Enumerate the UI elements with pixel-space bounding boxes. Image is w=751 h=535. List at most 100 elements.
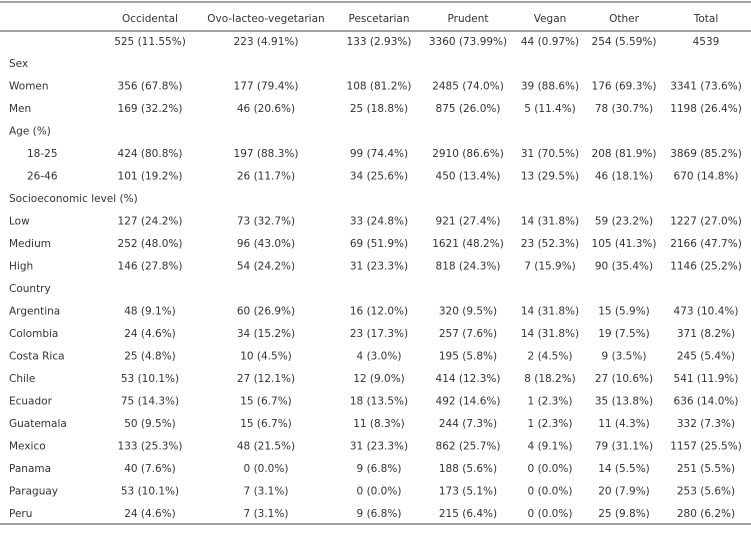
- row-label: Low: [9, 216, 30, 228]
- cell: 414 (12.3%): [436, 373, 501, 385]
- row-label: Argentina: [9, 306, 60, 318]
- row-label: 26-46: [27, 171, 58, 183]
- cell: 18 (13.5%): [350, 396, 408, 408]
- column-header: Occidental: [122, 13, 178, 25]
- cell: 3869 (85.2%): [670, 148, 742, 160]
- cell: 1146 (25.2%): [670, 261, 742, 273]
- cell: 5 (11.4%): [524, 103, 576, 115]
- row-label: Guatemala: [9, 418, 67, 430]
- cell: 11 (8.3%): [353, 418, 405, 430]
- cell: 1198 (26.4%): [670, 103, 742, 115]
- column-header: Pescetarian: [349, 13, 410, 25]
- cell: 34 (15.2%): [237, 328, 295, 340]
- cell: 10 (4.5%): [240, 351, 292, 363]
- cell: 0 (0.0%): [528, 486, 573, 498]
- cell: 14 (5.5%): [598, 463, 650, 475]
- cell: 1 (2.3%): [528, 418, 573, 430]
- row-label: 18-25: [27, 148, 58, 160]
- cell: 127 (24.2%): [118, 216, 183, 228]
- cell: 0 (0.0%): [528, 508, 573, 520]
- cell: 2 (4.5%): [528, 351, 573, 363]
- cell: 244 (7.3%): [439, 418, 497, 430]
- cell: 2485 (74.0%): [432, 81, 504, 93]
- cell: 197 (88.3%): [234, 148, 299, 160]
- row-label: Costa Rica: [9, 351, 65, 363]
- cell: 424 (80.8%): [118, 148, 183, 160]
- section-label: Age (%): [9, 126, 51, 138]
- cell: 14 (31.8%): [521, 216, 579, 228]
- cell: 14 (31.8%): [521, 306, 579, 318]
- cell: 31 (70.5%): [521, 148, 579, 160]
- cell: 208 (81.9%): [592, 148, 657, 160]
- cell: 2910 (86.6%): [432, 148, 504, 160]
- cell: 245 (5.4%): [677, 351, 735, 363]
- cell: 215 (6.4%): [439, 508, 497, 520]
- cell: 25 (18.8%): [350, 103, 408, 115]
- cell: 101 (19.2%): [118, 171, 183, 183]
- cell: 332 (7.3%): [677, 418, 735, 430]
- cell: 59 (23.2%): [595, 216, 653, 228]
- cell: 173 (5.1%): [439, 486, 497, 498]
- cell: 875 (26.0%): [436, 103, 501, 115]
- cell: 39 (88.6%): [521, 81, 579, 93]
- cell: 53 (10.1%): [121, 486, 179, 498]
- row-label: Medium: [9, 238, 51, 250]
- cell: 19 (7.5%): [598, 328, 650, 340]
- cell: 492 (14.6%): [436, 396, 501, 408]
- cell: 105 (41.3%): [592, 238, 657, 250]
- cell: 473 (10.4%): [674, 306, 739, 318]
- cell: 7 (3.1%): [244, 486, 289, 498]
- cell: 60 (26.9%): [237, 306, 295, 318]
- cell: 40 (7.6%): [124, 463, 176, 475]
- cell: 280 (6.2%): [677, 508, 735, 520]
- column-header: Total: [693, 13, 719, 25]
- cell: 54 (24.2%): [237, 261, 295, 273]
- cell: 31 (23.3%): [350, 441, 408, 453]
- row-label: Paraguay: [9, 486, 58, 498]
- cell: 253 (5.6%): [677, 486, 735, 498]
- cell: 9 (3.5%): [602, 351, 647, 363]
- cell: 8 (18.2%): [524, 373, 576, 385]
- cell: 9 (6.8%): [357, 463, 402, 475]
- section-label: Socioeconomic level (%): [9, 193, 138, 205]
- cell: 24 (4.6%): [124, 508, 176, 520]
- cell: 0 (0.0%): [244, 463, 289, 475]
- section-label: Sex: [9, 58, 28, 70]
- cell: 862 (25.7%): [436, 441, 501, 453]
- cell: 15 (6.7%): [240, 396, 292, 408]
- total-cell: 44 (0.97%): [521, 36, 579, 48]
- row-label: Peru: [9, 508, 32, 520]
- total-cell: 223 (4.91%): [234, 36, 299, 48]
- cell: 25 (9.8%): [598, 508, 650, 520]
- column-header: Other: [609, 13, 639, 25]
- column-header: Prudent: [447, 13, 488, 25]
- cell: 133 (25.3%): [118, 441, 183, 453]
- cell: 146 (27.8%): [118, 261, 183, 273]
- row-label: Panama: [9, 463, 51, 475]
- cell: 69 (51.9%): [350, 238, 408, 250]
- cell: 257 (7.6%): [439, 328, 497, 340]
- row-label: Ecuador: [9, 396, 53, 408]
- cell: 320 (9.5%): [439, 306, 497, 318]
- total-cell: 254 (5.59%): [592, 36, 657, 48]
- cell: 12 (9.0%): [353, 373, 405, 385]
- cell: 7 (3.1%): [244, 508, 289, 520]
- column-header: Vegan: [534, 13, 567, 25]
- cell: 35 (13.8%): [595, 396, 653, 408]
- cell: 90 (35.4%): [595, 261, 653, 273]
- cell: 20 (7.9%): [598, 486, 650, 498]
- cell: 23 (52.3%): [521, 238, 579, 250]
- row-label: Men: [9, 103, 31, 115]
- cell: 4 (9.1%): [528, 441, 573, 453]
- cell: 450 (13.4%): [436, 171, 501, 183]
- cell: 31 (23.3%): [350, 261, 408, 273]
- cell: 78 (30.7%): [595, 103, 653, 115]
- cell: 1 (2.3%): [528, 396, 573, 408]
- cell: 99 (74.4%): [350, 148, 408, 160]
- row-label: Chile: [9, 373, 35, 385]
- cell: 670 (14.8%): [674, 171, 739, 183]
- cell: 26 (11.7%): [237, 171, 295, 183]
- cell: 1227 (27.0%): [670, 216, 742, 228]
